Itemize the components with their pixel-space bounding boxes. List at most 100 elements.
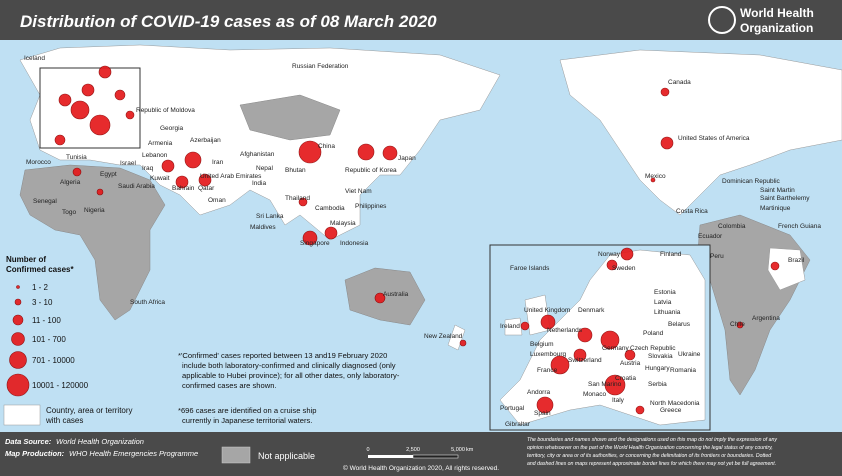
place-label: San Marino [588, 381, 622, 388]
place-label: Portugal [500, 405, 525, 412]
place-label: Argentina [752, 315, 780, 322]
note: applicable to Hubei province); for all o… [182, 371, 400, 380]
note: currently in Japanese territorial waters… [182, 416, 312, 425]
scale-label: 5,000 [451, 447, 465, 453]
place-label: Gibraltar [505, 421, 531, 428]
place-label: United Arab Emirates [200, 173, 262, 180]
place-label: Togo [62, 209, 76, 216]
place-label: Poland [643, 330, 664, 337]
place-label: Republic of Korea [345, 167, 397, 174]
place-label: Faroe Islands [510, 265, 550, 272]
place-label: Belgium [530, 341, 553, 348]
place-label: Malaysia [330, 220, 356, 227]
place-label: Bahrain [172, 185, 195, 192]
place-label: Kuwait [150, 175, 170, 182]
legend-item: 11 - 100 [32, 316, 61, 325]
place-label: Philippines [355, 203, 387, 210]
place-label: Brazil [788, 257, 805, 264]
place-label: Cambodia [315, 205, 345, 212]
source: World Health Organization [56, 437, 144, 446]
place-label: Afghanistan [240, 151, 275, 158]
place-label: Colombia [718, 223, 746, 230]
place-label: Latvia [654, 299, 672, 306]
place-label: Andorra [527, 389, 551, 396]
place-label: Viet Nam [345, 188, 372, 195]
production: WHO Health Emergencies Programme [69, 449, 198, 458]
note: confirmed cases are shown. [182, 381, 277, 390]
disclaimer: opinion whatsoever on the part of the Wo… [527, 445, 773, 451]
case-markers [54, 65, 780, 415]
place-label: Japan [398, 155, 416, 162]
who-logo [708, 6, 736, 34]
place-label: Peru [710, 253, 724, 260]
place-label: Dominican Republic [722, 178, 781, 185]
place-label: Germany [602, 345, 629, 352]
place-label: Saint Barthelemy [760, 195, 810, 202]
title-bar [0, 0, 842, 40]
legend-country: with cases [45, 416, 83, 425]
place-label: Singapore [300, 240, 330, 247]
place-label: Ecuador [698, 233, 723, 240]
org-name: Organization [740, 21, 813, 35]
inset-labels: Norway Finland Sweden Faroe Islands Estonia L… [500, 251, 701, 428]
place-label: Canada [668, 79, 691, 86]
place-label: India [252, 180, 266, 187]
place-label: Iraq [142, 165, 154, 172]
place-label: Finland [660, 251, 682, 258]
place-label: New Zealand [424, 333, 463, 340]
place-label: Austria [620, 360, 641, 367]
place-label: France [537, 367, 558, 374]
production-label: Map Production: [5, 449, 65, 458]
place-label: Lebanon [142, 152, 168, 159]
place-label: Australia [383, 291, 409, 298]
scale-label: km [466, 447, 474, 453]
legend-item: 701 - 10000 [32, 356, 75, 365]
place-label: Czech Republic [630, 345, 676, 352]
note: include both laboratory-confirmed and cl… [182, 361, 396, 370]
place-label: South Africa [130, 299, 165, 306]
notes: *'Confirmed' cases reported between 13 a… [178, 351, 400, 425]
place-label: Iceland [24, 55, 45, 62]
place-label: Oman [208, 197, 226, 204]
place-label: Maldives [250, 224, 276, 231]
legend-item: 10001 - 120000 [32, 381, 89, 390]
place-label: Armenia [148, 140, 173, 147]
place-label: Saint Martin [760, 187, 795, 194]
place-label: Qatar [198, 185, 215, 192]
place-label: Denmark [578, 307, 605, 314]
scale-label: 0 [366, 447, 369, 453]
place-label: Switzerland [568, 357, 602, 364]
place-label: Norway [598, 251, 621, 258]
legend-item: 3 - 10 [32, 298, 53, 307]
place-label: Luxembourg [530, 351, 567, 358]
source-label: Data Source: [5, 437, 52, 446]
place-label: North Macedonia [650, 400, 700, 407]
note: *696 cases are identified on a cruise sh… [178, 406, 316, 415]
scale-label: 2,500 [406, 447, 420, 453]
place-label: Serbia [648, 381, 667, 388]
place-label: United Kingdom [524, 307, 570, 314]
place-label: Senegal [33, 198, 57, 205]
place-label: Spain [534, 410, 551, 417]
place-label: Mexico [645, 173, 666, 180]
legend-title: Confirmed cases* [6, 265, 74, 274]
place-label: Italy [612, 397, 625, 404]
place-label: Thailand [285, 195, 310, 202]
place-label: Slovakia [648, 353, 673, 360]
place-label: Russian Federation [292, 63, 349, 70]
legend-title: Number of [6, 255, 46, 264]
place-label: Egypt [100, 171, 117, 178]
place-label: Croatia [615, 375, 636, 382]
place-label: Tunisia [66, 154, 87, 161]
place-label: Estonia [654, 289, 676, 296]
place-label: Morocco [26, 159, 51, 166]
place-label: Azerbaijan [190, 137, 221, 144]
place-label: Sweden [612, 265, 636, 272]
place-label: Belarus [668, 321, 691, 328]
place-label: Monaco [583, 391, 607, 398]
org-name: World Health [740, 6, 814, 20]
place-label: Nigeria [84, 207, 105, 214]
copyright: © World Health Organization 2020, All ri… [343, 464, 499, 472]
